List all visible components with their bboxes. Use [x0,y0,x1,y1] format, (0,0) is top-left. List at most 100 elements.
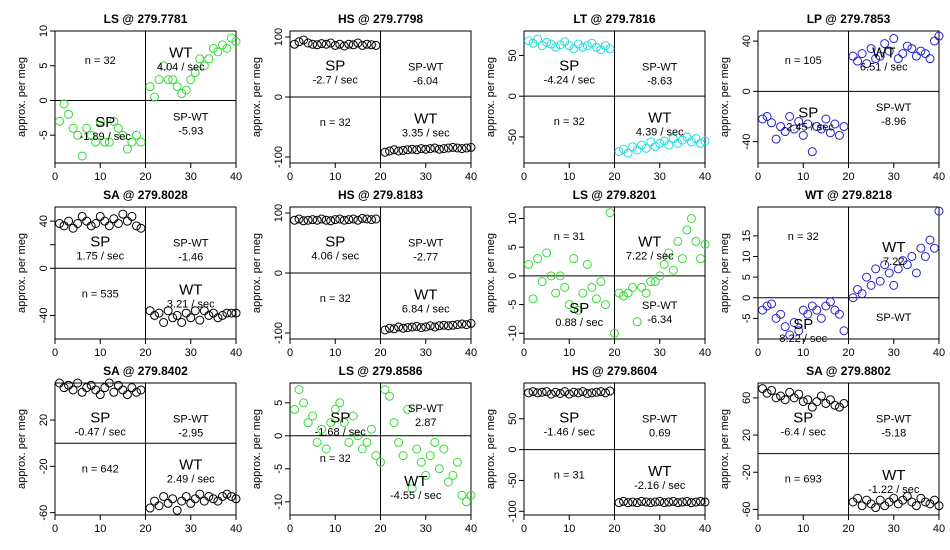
data-point [628,282,638,292]
n-label: n = 32 [554,116,585,128]
panel-7: LS @ 279.8201 0 10 20 30 40 -10 -5 0 5 10 approx. p… [485,188,711,359]
sp-label: SP [569,300,589,317]
data-point [902,260,912,270]
wt-label: WT [404,473,427,490]
data-point [95,390,105,400]
data-point [357,40,367,50]
data-point [434,144,444,154]
data-point [668,265,678,275]
data-point [326,216,336,226]
data-point [668,496,678,506]
data-point [131,130,141,140]
data-point [95,211,105,221]
y-tick-label: 40 [741,35,753,47]
data-point [569,44,579,54]
panel-title: SA @ 279.8402 [103,364,188,378]
y-tick-label: -60 [38,505,50,521]
data-point [425,321,435,331]
x-tick-label: 20 [374,347,386,359]
data-point [848,51,858,61]
data-point [637,140,647,150]
panel-title: LT @ 279.7816 [573,12,656,26]
data-point [122,390,132,400]
data-point [821,114,831,124]
data-point [317,214,327,224]
data-point [380,325,390,335]
data-point [655,496,665,506]
data-point [348,411,358,421]
data-point [461,143,471,153]
data-point [213,47,223,57]
x-tick-label: 40 [933,171,945,183]
data-point [619,291,629,301]
data-point [222,308,232,318]
data-point [159,61,169,71]
data-point [118,385,128,395]
data-point [299,216,309,226]
data-point [118,209,128,219]
data-point [150,310,160,320]
data-point [385,323,395,333]
data-point [362,437,372,447]
data-point [686,498,696,508]
data-point [195,54,205,64]
data-point [578,387,588,397]
data-point [929,495,939,505]
data-point [68,123,78,133]
sp-rate: -1.89 / sec [80,131,132,143]
data-point [190,306,200,316]
data-point [686,213,696,223]
x-tick-label: 0 [521,347,527,359]
sp-wt-label: SP-WT [642,62,678,74]
n-label: n = 32 [320,117,351,129]
y-tick-label: -20 [741,464,753,480]
data-point [614,288,624,298]
x-tick-label: 10 [797,523,809,535]
x-tick-label: 0 [755,523,761,535]
data-point [330,40,340,50]
sp-wt-value: -6.04 [413,76,438,88]
sp-label: SP [325,234,345,251]
panel-title: SA @ 279.8802 [806,364,891,378]
panel-12: SA @ 279.8802 0 10 20 30 40 -60 -20 20 60 approx. … [719,364,945,535]
data-point [537,387,547,397]
wt-rate: -4.55 / sec [390,490,442,502]
y-tick-label: 100 [273,204,285,222]
data-point [412,145,422,155]
data-point [803,309,813,319]
data-point [398,323,408,333]
data-point [64,380,74,390]
x-tick-label: 40 [230,171,242,183]
data-point [77,151,87,161]
data-point [452,457,462,467]
data-point [154,75,164,85]
data-point [222,489,232,499]
data-point [82,383,92,393]
panel-title: WT @ 279.8218 [805,188,892,202]
sp-wt-label: SP-WT [876,102,912,114]
data-point [177,496,187,506]
x-tick-label: 10 [797,347,809,359]
sp-label: SP [90,410,110,427]
data-point [659,259,669,269]
x-tick-label: 0 [755,171,761,183]
data-point [186,75,196,85]
data-point [673,236,683,246]
data-point [573,388,583,398]
data-point [68,385,78,395]
data-point [686,137,696,147]
y-tick-label: 20 [38,414,50,426]
data-point [136,223,146,233]
data-point [339,215,349,225]
x-tick-label: 20 [139,171,151,183]
x-tick-label: 20 [374,171,386,183]
data-point [573,305,583,315]
data-point [866,44,876,54]
data-point [884,268,894,278]
data-point [542,37,552,47]
data-point [425,144,435,154]
x-tick-label: 0 [52,171,58,183]
sp-rate: 8.22 / sec [779,333,827,345]
data-point [880,39,890,49]
data-point [68,223,78,233]
